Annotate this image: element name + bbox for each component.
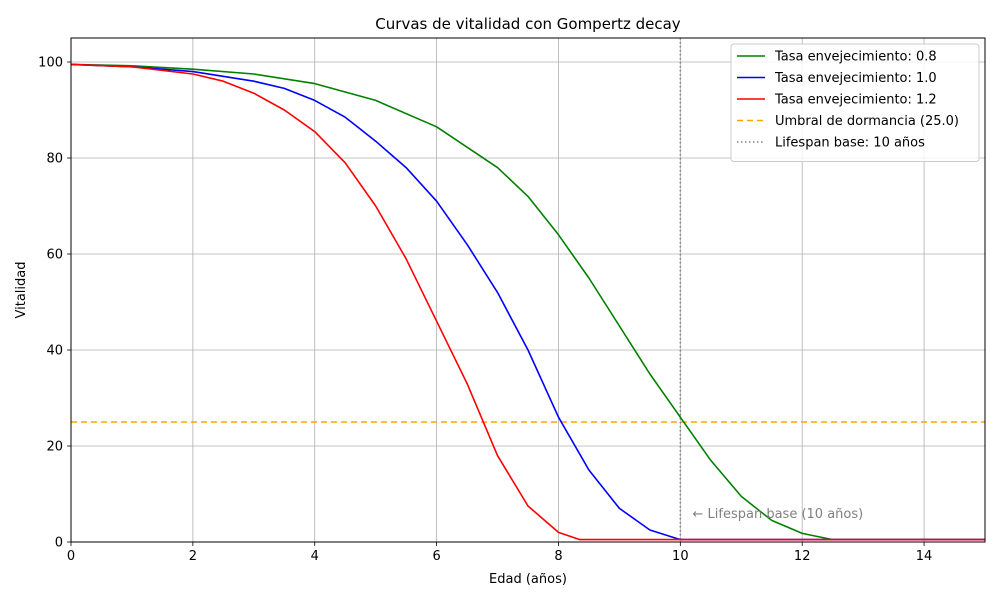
- x-tick-label: 6: [432, 549, 440, 564]
- y-tick-label: 80: [46, 152, 63, 167]
- series-line: [70, 63, 985, 541]
- x-axis-ticks: 0 2 4 6 8 10 12 14: [67, 542, 932, 564]
- series-lines: [70, 63, 985, 541]
- x-tick-label: 0: [67, 549, 75, 564]
- plot-frame: [70, 37, 986, 543]
- y-tick-label: 40: [46, 344, 63, 359]
- legend-box: [730, 43, 980, 162]
- legend-label: Tasa envejecimiento: 0.8: [774, 50, 937, 65]
- legend-label: Umbral de dormancia (25.0): [775, 114, 959, 129]
- x-tick-label: 12: [794, 549, 811, 564]
- x-tick-label: 2: [189, 549, 197, 564]
- legend-label: Lifespan base: 10 años: [775, 136, 925, 151]
- series-line: [70, 63, 985, 541]
- reference-lines: [71, 38, 985, 542]
- y-tick-label: 100: [38, 56, 63, 71]
- annotations: ← Lifespan base (10 años): [693, 507, 864, 522]
- x-tick-label: 4: [311, 549, 319, 564]
- annotation-label: ← Lifespan base (10 años): [693, 507, 864, 522]
- y-axis-ticks: 0 20 40 60 80 100: [38, 56, 71, 551]
- x-tick-label: 14: [916, 549, 933, 564]
- x-tick-label: 10: [672, 549, 689, 564]
- legend-label: Tasa envejecimiento: 1.0: [774, 71, 937, 86]
- y-tick-label: 0: [55, 536, 63, 551]
- y-tick-label: 20: [46, 440, 63, 455]
- y-axis-label: Vitalidad: [14, 262, 29, 319]
- legend-label: Tasa envejecimiento: 1.2: [774, 93, 937, 108]
- x-axis-label: Edad (años): [489, 572, 567, 587]
- y-tick-label: 60: [46, 248, 63, 263]
- legend: Tasa envejecimiento: 0.8 Tasa envejecimie…: [730, 43, 980, 162]
- chart-title: Curvas de vitalidad con Gompertz decay: [375, 15, 681, 33]
- x-tick-label: 8: [554, 549, 562, 564]
